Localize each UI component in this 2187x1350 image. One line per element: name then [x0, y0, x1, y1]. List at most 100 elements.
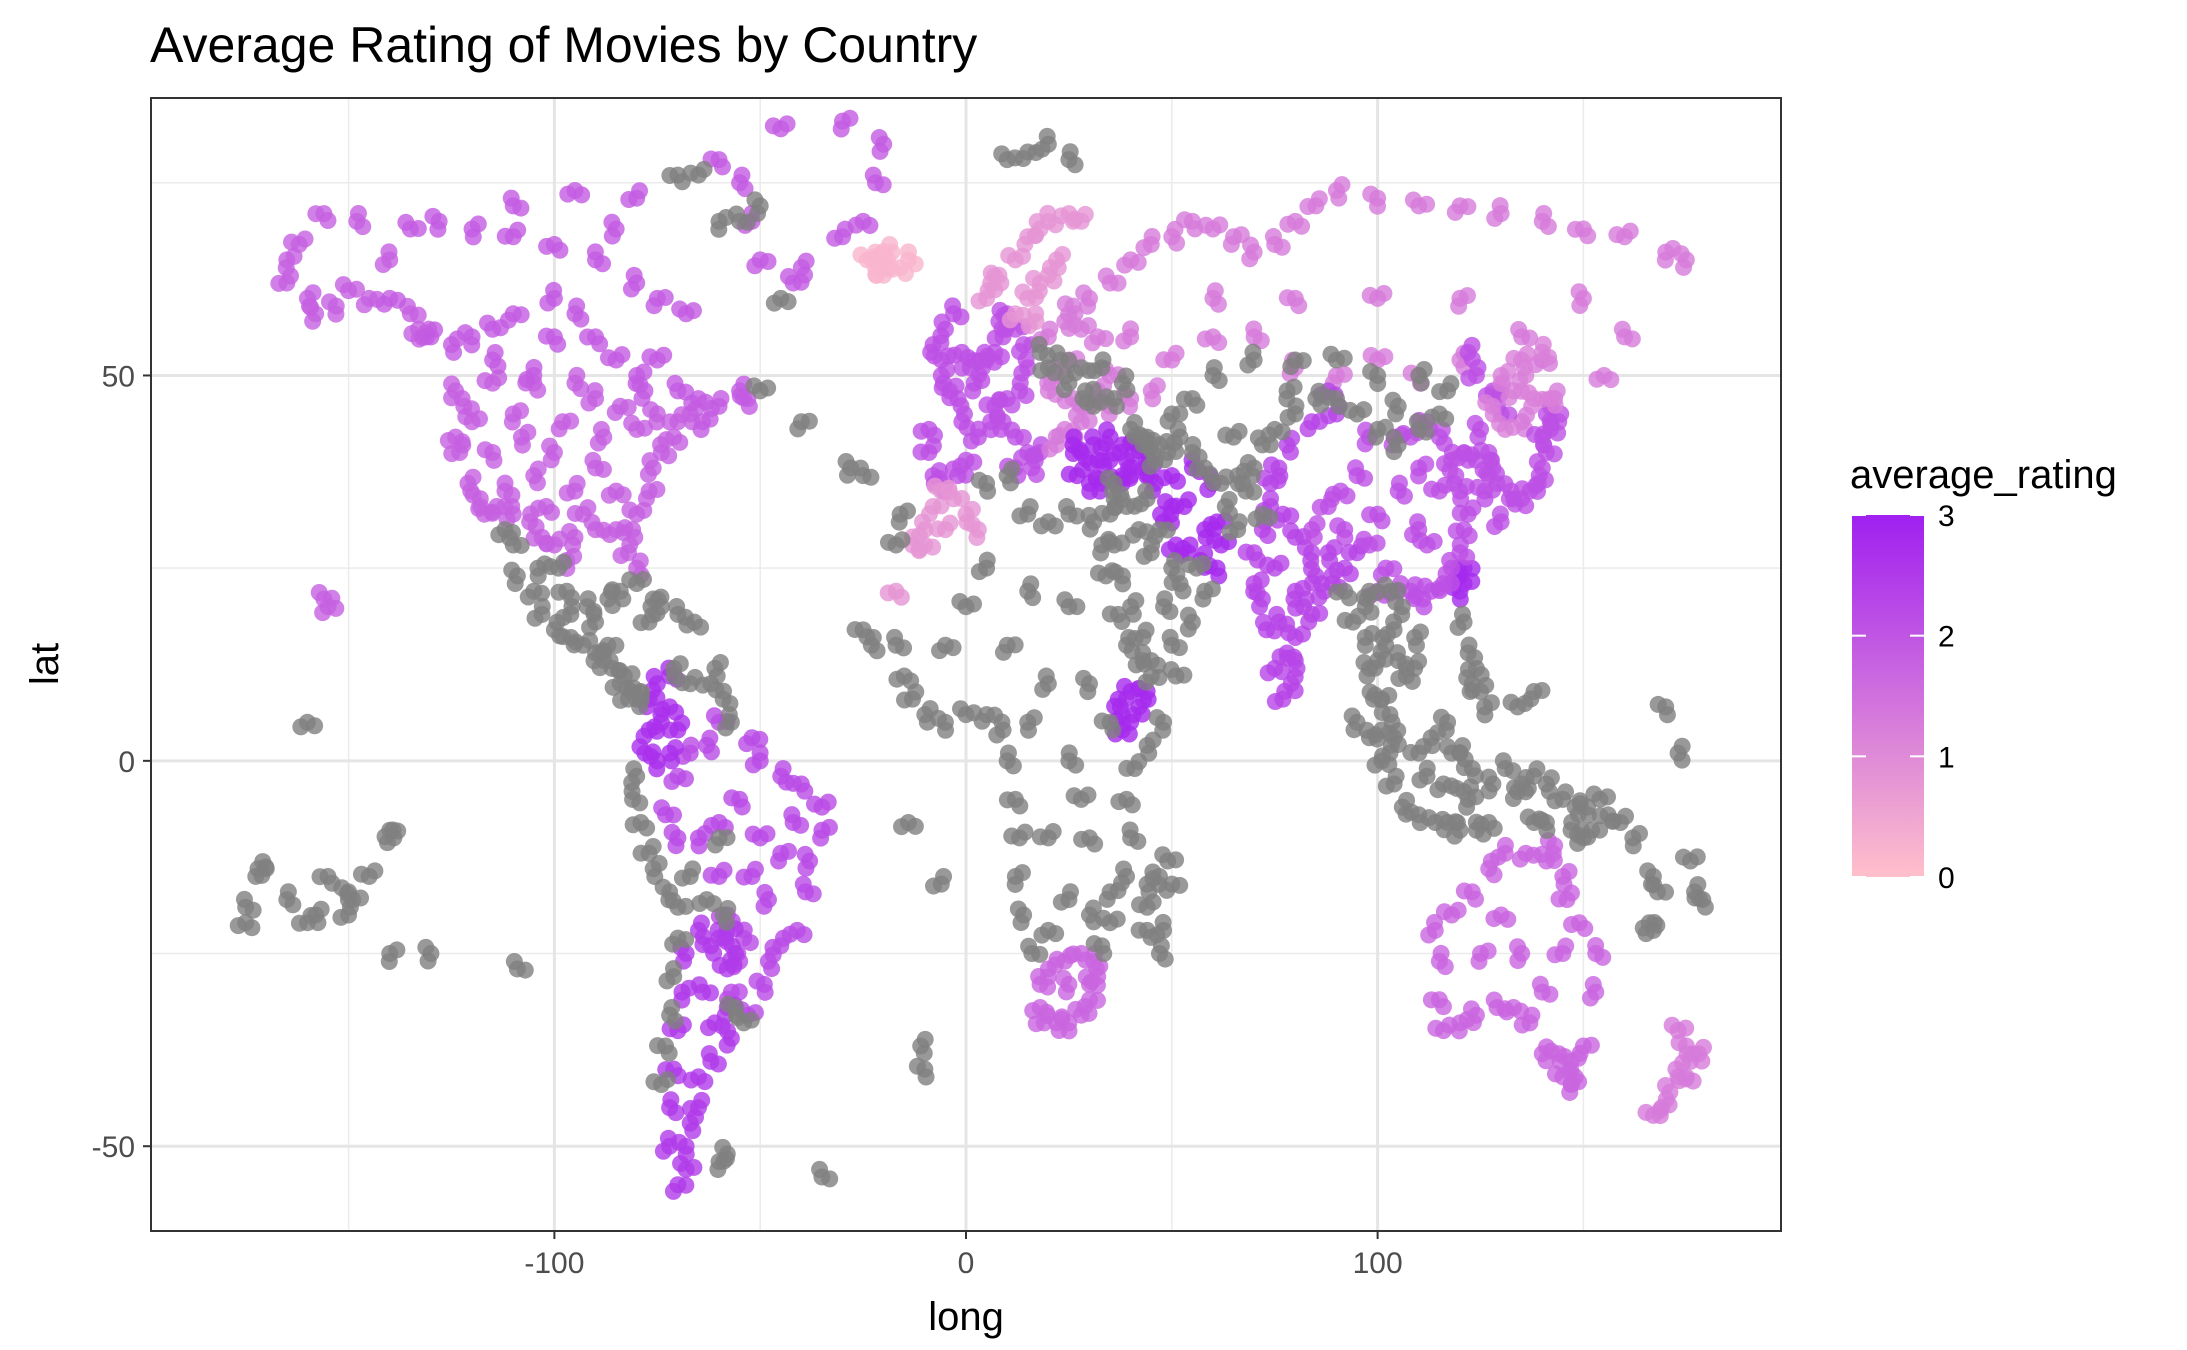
- data-point: [1343, 707, 1361, 725]
- data-point: [1046, 517, 1064, 535]
- data-point: [470, 500, 488, 518]
- data-point: [846, 621, 864, 639]
- data-point: [304, 312, 322, 330]
- legend-title: average_rating: [1850, 453, 2117, 497]
- data-point: [476, 441, 494, 459]
- data-point: [906, 817, 924, 835]
- data-point: [665, 806, 683, 824]
- data-point: [1672, 245, 1690, 263]
- data-point: [696, 1073, 714, 1091]
- data-point: [664, 892, 682, 910]
- data-point: [1511, 372, 1529, 390]
- data-point: [1076, 997, 1094, 1015]
- data-point: [819, 793, 837, 811]
- data-point: [1014, 429, 1032, 447]
- data-point: [1155, 469, 1173, 487]
- data-point: [1122, 320, 1140, 338]
- data-point: [1101, 605, 1119, 623]
- data-point: [1258, 556, 1276, 574]
- data-point: [349, 204, 367, 222]
- data-point: [1099, 469, 1117, 487]
- data-point: [631, 552, 649, 570]
- data-point: [1259, 526, 1277, 544]
- data-point: [1469, 478, 1487, 496]
- data-point: [717, 719, 735, 737]
- data-point: [649, 591, 667, 609]
- data-point: [1047, 428, 1065, 446]
- data-point: [796, 266, 814, 284]
- data-point: [684, 860, 702, 878]
- data-point: [296, 230, 314, 248]
- data-point: [1504, 762, 1522, 780]
- data-point: [952, 700, 970, 718]
- data-point: [862, 468, 880, 486]
- data-point: [935, 867, 953, 885]
- data-point: [916, 1030, 934, 1048]
- data-point: [1278, 289, 1296, 307]
- data-point: [764, 946, 782, 964]
- data-point: [765, 294, 783, 312]
- data-point: [806, 795, 824, 813]
- data-point: [1027, 288, 1045, 306]
- data-point: [1330, 189, 1348, 207]
- data-point: [243, 919, 261, 937]
- data-point: [812, 829, 830, 847]
- data-point: [1410, 467, 1428, 485]
- data-point: [1088, 976, 1106, 994]
- data-point: [1278, 390, 1296, 408]
- data-point: [307, 205, 325, 223]
- data-point: [600, 486, 618, 504]
- data-point: [893, 818, 911, 836]
- data-point: [1194, 590, 1212, 608]
- data-point: [1026, 226, 1044, 244]
- data-point: [306, 717, 324, 735]
- data-point: [677, 897, 695, 915]
- data-point: [1673, 737, 1691, 755]
- data-point: [1180, 556, 1198, 574]
- data-point: [625, 760, 643, 778]
- data-point: [1188, 460, 1206, 478]
- data-point: [1109, 274, 1127, 292]
- data-point: [1044, 823, 1062, 841]
- data-point: [631, 376, 649, 394]
- data-point: [988, 726, 1006, 744]
- data-point: [1038, 346, 1056, 364]
- data-point: [1137, 673, 1155, 691]
- data-point: [964, 382, 982, 400]
- data-point: [1285, 648, 1303, 666]
- data-point: [795, 926, 813, 944]
- data-point: [1094, 909, 1112, 927]
- data-point: [746, 860, 764, 878]
- data-point: [638, 819, 656, 837]
- data-point: [1491, 197, 1509, 215]
- data-point: [599, 349, 617, 367]
- data-point: [1144, 893, 1162, 911]
- region-arctic: [661, 127, 1084, 312]
- data-point: [1239, 454, 1257, 472]
- data-point: [1032, 361, 1050, 379]
- data-point: [1209, 295, 1227, 313]
- data-point: [528, 474, 546, 492]
- data-point: [1328, 583, 1346, 601]
- data-point: [663, 752, 681, 770]
- legend-tick-label: 0: [1938, 862, 1955, 895]
- data-point: [1100, 530, 1118, 548]
- data-point: [739, 213, 757, 231]
- data-point: [1129, 253, 1147, 271]
- data-point: [1124, 605, 1142, 623]
- data-point: [304, 284, 322, 302]
- data-point: [1355, 530, 1373, 548]
- data-point: [1345, 721, 1363, 739]
- data-point: [1286, 682, 1304, 700]
- data-point: [705, 895, 723, 913]
- data-point: [929, 709, 947, 727]
- data-point: [610, 662, 628, 680]
- data-point: [1075, 669, 1093, 687]
- data-point: [603, 227, 621, 245]
- data-point: [424, 207, 442, 225]
- data-point: [1528, 760, 1546, 778]
- data-point: [797, 252, 815, 270]
- data-point: [1053, 1010, 1071, 1028]
- data-point: [890, 513, 908, 531]
- data-point: [979, 347, 997, 365]
